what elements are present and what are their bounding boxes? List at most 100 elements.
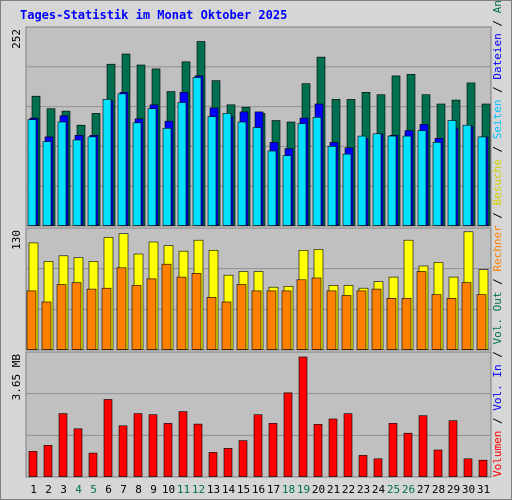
legend-entry: Volumen: [491, 431, 504, 477]
x-tick-label: 16: [252, 483, 265, 496]
bar-seiten: [177, 102, 187, 226]
x-tick-label: 29: [447, 483, 460, 496]
bar-volumen: [373, 458, 383, 477]
bar-rechner: [26, 290, 37, 350]
x-tick-label: 27: [417, 483, 430, 496]
x-tick-label: 18: [282, 483, 295, 496]
bar-seiten: [432, 142, 442, 226]
bar-volumen: [193, 423, 203, 477]
x-tick-label: 5: [90, 483, 97, 496]
bar-rechner: [296, 279, 307, 350]
bar-rechner: [416, 271, 427, 350]
legend-entry: Vol. In: [491, 364, 504, 410]
x-tick-label: 24: [372, 483, 386, 496]
bar-volumen: [268, 423, 278, 477]
x-tick-label: 19: [297, 483, 310, 496]
bar-volumen: [343, 413, 353, 477]
legend-entry: /: [491, 80, 504, 100]
x-tick-label: 7: [120, 483, 127, 496]
bar-volumen: [178, 411, 188, 477]
legend-entry: Dateien: [491, 33, 504, 79]
bar-seiten: [207, 116, 217, 226]
bar-rechner: [116, 267, 127, 350]
bar-seiten: [57, 121, 67, 226]
bar-seiten: [417, 130, 427, 226]
bar-rechner: [236, 284, 247, 350]
bar-seiten: [357, 135, 367, 226]
bar-volumen: [73, 428, 83, 477]
bar-rechner: [401, 297, 412, 350]
x-tick-label: 6: [105, 483, 112, 496]
bar-seiten: [162, 128, 172, 226]
bar-volumen: [478, 459, 488, 477]
legend-entry: /: [491, 139, 504, 159]
bar-seiten: [282, 155, 292, 226]
bar-volumen: [88, 452, 98, 477]
legend-entry: Seiten: [491, 99, 504, 139]
legend-entry: Vol. Out: [491, 292, 504, 345]
bar-seiten: [87, 136, 97, 226]
legend-entry: /: [491, 13, 504, 33]
bar-rechner: [371, 288, 382, 350]
x-tick-label: 22: [342, 483, 355, 496]
x-tick-label: 4: [75, 483, 82, 496]
bar-volumen: [148, 414, 158, 477]
bar-rechner: [341, 295, 352, 350]
bar-rechner: [326, 290, 337, 350]
y-axis-max-label: 252: [10, 29, 23, 49]
bar-seiten: [462, 124, 472, 226]
bar-seiten: [297, 123, 307, 226]
bar-rechner: [146, 278, 157, 350]
bar-volumen: [118, 425, 128, 477]
bar-volumen: [103, 399, 113, 477]
bar-volumen: [298, 356, 308, 477]
bar-rechner: [356, 290, 367, 350]
bar-volumen: [358, 455, 368, 477]
bar-rechner: [206, 297, 217, 350]
y-axis-max-label: 3.65 MB: [10, 354, 23, 401]
legend-entry: /: [491, 411, 504, 431]
bar-seiten: [117, 93, 127, 226]
bar-rechner: [431, 294, 442, 350]
legend-entry: /: [491, 345, 504, 365]
x-tick-label: 9: [150, 483, 157, 496]
bar-seiten: [447, 120, 457, 226]
bar-rechner: [281, 290, 292, 350]
bar-seiten: [387, 135, 397, 226]
bar-rechner: [461, 282, 472, 350]
bar-rechner: [86, 288, 97, 350]
bar-seiten: [342, 153, 352, 226]
x-tick-label: 25: [387, 483, 400, 496]
bar-rechner: [191, 273, 202, 350]
chart-title: Tages-Statistik im Monat Oktober 2025: [20, 8, 288, 22]
bar-rechner: [251, 290, 262, 350]
legend-entry: Besuche: [491, 159, 504, 205]
legend-entry: Rechner: [491, 225, 504, 272]
bar-volumen: [463, 458, 473, 477]
bar-seiten: [372, 133, 382, 226]
bar-rechner: [56, 284, 67, 350]
bar-volumen: [58, 413, 68, 477]
bar-volumen: [163, 423, 173, 477]
bar-volumen: [238, 440, 248, 477]
legend-entry: /: [491, 272, 504, 292]
x-tick-label: 1: [30, 483, 37, 496]
bar-seiten: [267, 150, 277, 226]
x-tick-label: 11: [177, 483, 190, 496]
bar-volumen: [133, 413, 143, 477]
bar-volumen: [283, 392, 293, 477]
x-tick-label: 17: [267, 483, 280, 496]
legend-entry: /: [491, 205, 504, 225]
bar-rechner: [176, 276, 187, 350]
x-tick-label: 23: [357, 483, 370, 496]
bar-volumen: [313, 424, 323, 477]
bar-seiten: [102, 99, 112, 226]
x-tick-label: 28: [432, 483, 445, 496]
bar-volumen: [328, 418, 338, 477]
bar-seiten: [477, 136, 487, 226]
bar-volumen: [448, 420, 458, 477]
bar-seiten: [192, 77, 202, 226]
x-tick-label: 12: [192, 483, 205, 496]
bar-rechner: [386, 297, 397, 350]
